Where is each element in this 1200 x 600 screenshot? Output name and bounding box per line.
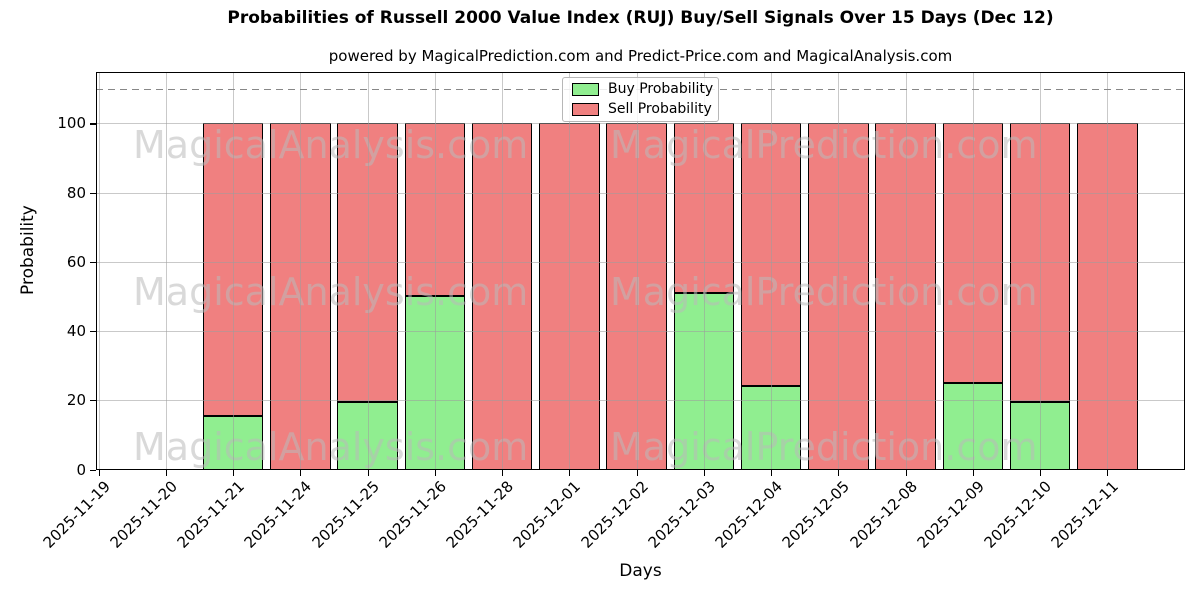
- y-axis-label: Probability: [18, 205, 38, 295]
- horizontal-gridline: [96, 331, 1185, 333]
- y-tick-mark: [90, 400, 96, 402]
- x-tick-mark: [165, 469, 167, 476]
- x-tick-label: 2025-11-19: [39, 476, 114, 552]
- x-tick-mark: [569, 469, 571, 476]
- plot-area: [96, 71, 1185, 470]
- watermark-text: MagicalAnalysis.com: [133, 270, 529, 314]
- watermark-text: MagicalPrediction.com: [610, 425, 1038, 469]
- y-tick-label: 100: [57, 114, 86, 133]
- x-tick-mark: [233, 469, 235, 476]
- vertical-gridline: [98, 71, 100, 470]
- y-tick-label: 20: [66, 391, 86, 410]
- x-tick-mark: [98, 469, 100, 476]
- x-tick-mark: [502, 469, 504, 476]
- y-tick-mark: [90, 331, 96, 333]
- legend-sell-label: Sell Probability: [608, 101, 712, 117]
- x-tick-mark: [771, 469, 773, 476]
- watermark-text: MagicalAnalysis.com: [133, 425, 529, 469]
- y-tick-mark: [90, 261, 96, 264]
- x-tick-mark: [972, 469, 974, 476]
- vertical-gridline: [905, 71, 907, 470]
- x-tick-mark: [300, 469, 302, 476]
- vertical-gridline: [300, 71, 302, 470]
- x-axis-label: Days: [619, 561, 662, 581]
- vertical-gridline: [233, 71, 234, 470]
- y-tick-label: 60: [66, 252, 86, 271]
- vertical-gridline: [569, 71, 571, 470]
- x-tick-mark: [703, 469, 705, 476]
- y-tick-label: 80: [66, 183, 86, 202]
- y-tick-mark: [90, 469, 96, 471]
- vertical-gridline: [434, 71, 436, 470]
- vertical-gridline: [165, 71, 167, 470]
- vertical-gridline: [838, 71, 840, 470]
- legend: Buy Probability Sell Probability: [562, 77, 719, 122]
- x-tick-mark: [905, 469, 907, 476]
- vertical-gridline: [367, 71, 369, 470]
- vertical-gridline: [703, 71, 705, 470]
- horizontal-gridline: [96, 261, 1185, 263]
- horizontal-gridline: [96, 192, 1185, 194]
- y-tick-mark: [90, 192, 96, 194]
- vertical-gridline: [502, 71, 503, 470]
- legend-entry-sell: Sell Probability: [572, 102, 718, 117]
- x-tick-mark: [367, 469, 369, 476]
- y-tick-mark: [90, 123, 96, 125]
- vertical-gridline: [972, 71, 974, 470]
- watermark-text: MagicalPrediction.com: [610, 270, 1038, 314]
- legend-entry-buy: Buy Probability: [572, 82, 718, 97]
- chart-subtitle: powered by MagicalPrediction.com and Pre…: [328, 47, 953, 65]
- watermark-text: MagicalPrediction.com: [610, 123, 1038, 167]
- x-tick-mark: [1107, 469, 1109, 476]
- x-tick-mark: [636, 469, 638, 476]
- buy-swatch-icon: [572, 83, 599, 96]
- x-tick-mark: [838, 469, 840, 476]
- horizontal-gridline: [96, 123, 1185, 125]
- vertical-gridline: [771, 71, 772, 470]
- horizontal-gridline: [96, 400, 1185, 402]
- chart-title: Probabilities of Russell 2000 Value Inde…: [227, 8, 1054, 28]
- x-tick-mark: [1040, 469, 1042, 476]
- y-tick-label: 40: [66, 322, 86, 341]
- vertical-gridline: [1107, 71, 1109, 470]
- x-tick-mark: [434, 469, 436, 476]
- vertical-gridline: [636, 71, 638, 470]
- y-tick-label: 0: [76, 460, 86, 479]
- watermark-text: MagicalAnalysis.com: [133, 123, 529, 167]
- vertical-gridline: [1040, 71, 1041, 470]
- sell-swatch-icon: [572, 103, 599, 116]
- legend-buy-label: Buy Probability: [608, 81, 714, 97]
